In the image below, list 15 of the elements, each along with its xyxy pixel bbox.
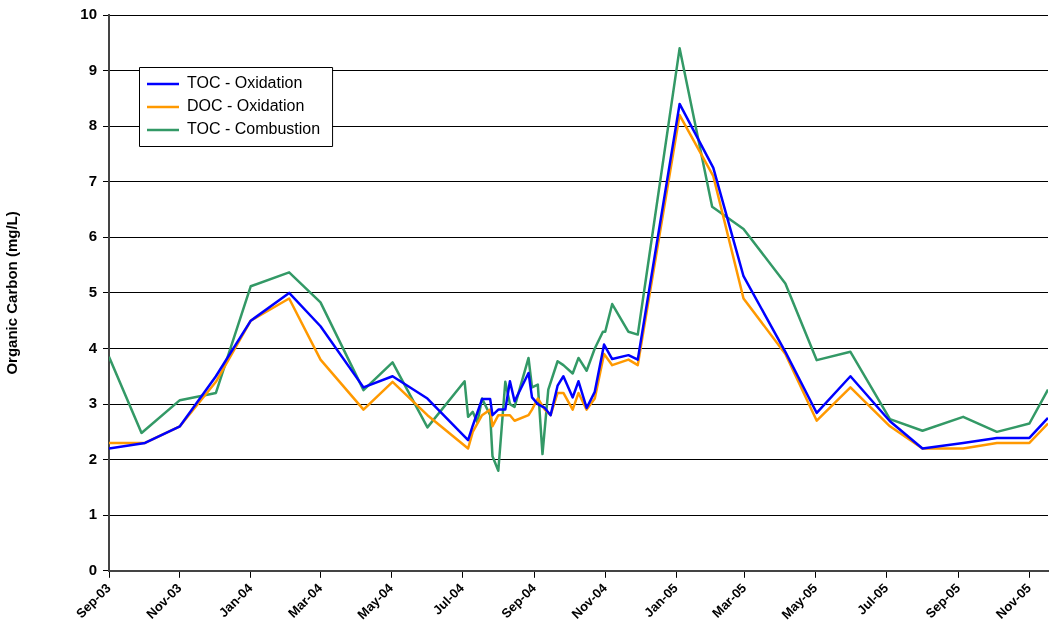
y-tick-label: 8: [88, 116, 97, 134]
y-tick-label: 4: [88, 338, 98, 356]
legend-label: TOC - Combustion: [187, 120, 321, 138]
legend-label: TOC - Oxidation: [187, 74, 303, 92]
y-tick-label: 7: [88, 171, 97, 189]
y-tick-label: 0: [88, 560, 97, 578]
y-tick-label: 3: [88, 394, 97, 412]
y-tick-label: 10: [80, 5, 97, 23]
y-axis-title: Organic Carbon (mg/L): [3, 211, 21, 375]
y-tick-label: 6: [88, 227, 97, 245]
y-tick-label: 5: [88, 283, 97, 301]
y-tick-label: 2: [88, 449, 97, 467]
y-tick-label: 1: [88, 505, 97, 523]
y-tick-label: 9: [88, 60, 97, 78]
legend-label: DOC - Oxidation: [187, 97, 305, 115]
